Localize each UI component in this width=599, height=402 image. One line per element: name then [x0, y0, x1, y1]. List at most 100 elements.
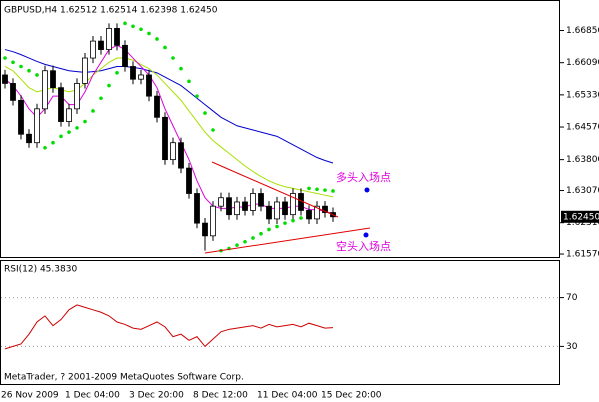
candle-body [242, 201, 248, 211]
candle-body [178, 142, 184, 169]
sar-dot [75, 126, 79, 130]
sar-dot [163, 45, 167, 50]
sar-dot [307, 186, 311, 191]
sar-dot [51, 140, 55, 145]
y-tick-label: 30 [566, 342, 578, 352]
y-tick-label: 1.66090 [566, 58, 599, 68]
x-tick-label: 15 Dec 20:00 [321, 391, 382, 401]
sar-dot [235, 243, 239, 247]
candle-body [50, 70, 56, 89]
sar-dot [123, 21, 127, 26]
candle-body [226, 197, 232, 216]
candle-body [210, 205, 216, 237]
candle-body [290, 193, 296, 216]
moving-average [4, 49, 334, 164]
candle-body [154, 95, 160, 118]
y-tick-label: 1.63070 [566, 186, 599, 196]
sar-dot [203, 111, 207, 115]
candle-body [58, 87, 64, 122]
sar-dot [315, 187, 319, 192]
candle-body [322, 205, 328, 213]
candle-body [114, 27, 120, 46]
sar-dot [155, 37, 159, 41]
candle-body [266, 205, 272, 220]
candle-body [146, 74, 152, 97]
sar-dot [83, 119, 87, 124]
sar-dot [19, 64, 23, 69]
sar-dot [171, 56, 175, 60]
candle-body [162, 116, 168, 161]
rsi-frame [0, 260, 560, 385]
x-tick-label: 1 Dec 04:00 [65, 391, 120, 401]
y-tick-label: 1.64570 [566, 123, 599, 133]
sar-dot [291, 218, 295, 223]
sar-dot [259, 231, 263, 236]
footer: MetaTrader, ? 2001-2009 MetaQuotes Softw… [4, 373, 244, 383]
x-tick-label: 8 Dec 12:00 [193, 391, 248, 401]
candle-body [314, 205, 320, 220]
sar-dot [67, 130, 71, 134]
price-label: 1.62450 [563, 212, 599, 222]
candle-body [10, 83, 16, 101]
chart-title: GBPUSD,H4 1.62512 1.62514 1.62398 1.6245… [4, 6, 218, 16]
candle-body [194, 193, 200, 224]
candle-body [42, 70, 48, 110]
candle-body [170, 142, 176, 161]
entry-dot [364, 187, 370, 193]
sar-dot [139, 27, 143, 32]
candle-body [122, 44, 128, 67]
sar-dot [35, 73, 39, 77]
sar-dot [59, 134, 63, 139]
sar-dot [187, 79, 191, 84]
annotation: 多头入场点 [336, 170, 391, 184]
x-tick-label: 26 Nov 2009 [1, 391, 59, 401]
y-tick-label: 1.63800 [566, 155, 599, 165]
candle-body [98, 40, 104, 50]
y-tick-label: 1.66850 [566, 26, 599, 36]
annotation: 空头入场点 [336, 239, 391, 253]
candle-body [234, 201, 240, 216]
main-frame [0, 0, 560, 258]
candle-body [106, 27, 112, 50]
sar-dot [275, 224, 279, 229]
y-tick-label: 1.65330 [566, 90, 599, 100]
candle-body [2, 74, 8, 84]
sar-dot [91, 109, 95, 113]
sar-dot [99, 96, 103, 101]
candle-body [18, 99, 24, 135]
sar-dot [43, 145, 47, 150]
sar-dot [147, 31, 151, 36]
candle-body [274, 201, 280, 220]
candle-body [74, 83, 80, 110]
candle-body [250, 193, 256, 211]
x-tick-label: 11 Dec 04:00 [257, 391, 318, 401]
sar-dot [107, 83, 111, 88]
candle-body [130, 66, 136, 80]
entry-dot [363, 232, 369, 238]
rsi-title: RSI(12) 45.3830 [4, 265, 77, 275]
sar-dot [323, 188, 327, 192]
sar-dot [131, 24, 135, 29]
candle-body [66, 108, 72, 122]
y-tick-label: 1.61570 [566, 250, 599, 260]
x-tick-label: 3 Dec 20:00 [129, 391, 184, 401]
candle-body [82, 57, 88, 84]
sar-dot [267, 227, 271, 232]
price-box [561, 210, 599, 223]
sar-dot [115, 71, 119, 75]
sar-dot [251, 236, 255, 240]
sar-dot [243, 239, 247, 244]
trend-line [204, 227, 371, 254]
sar-dot [195, 94, 199, 98]
sar-dot [283, 221, 287, 225]
candle-body [218, 197, 224, 207]
candle-body [90, 40, 96, 59]
y-tick-label: 1.62310 [566, 218, 599, 228]
candle-body [34, 108, 40, 144]
sar-dot [11, 60, 15, 65]
main-panel: 1.66850 1.66090 1.65330 1.64570 1.63800 1.630… [1, 21, 599, 352]
candle-body [282, 201, 288, 216]
sar-dot [27, 68, 31, 73]
sar-dot [331, 189, 335, 193]
trend-line [211, 161, 339, 218]
